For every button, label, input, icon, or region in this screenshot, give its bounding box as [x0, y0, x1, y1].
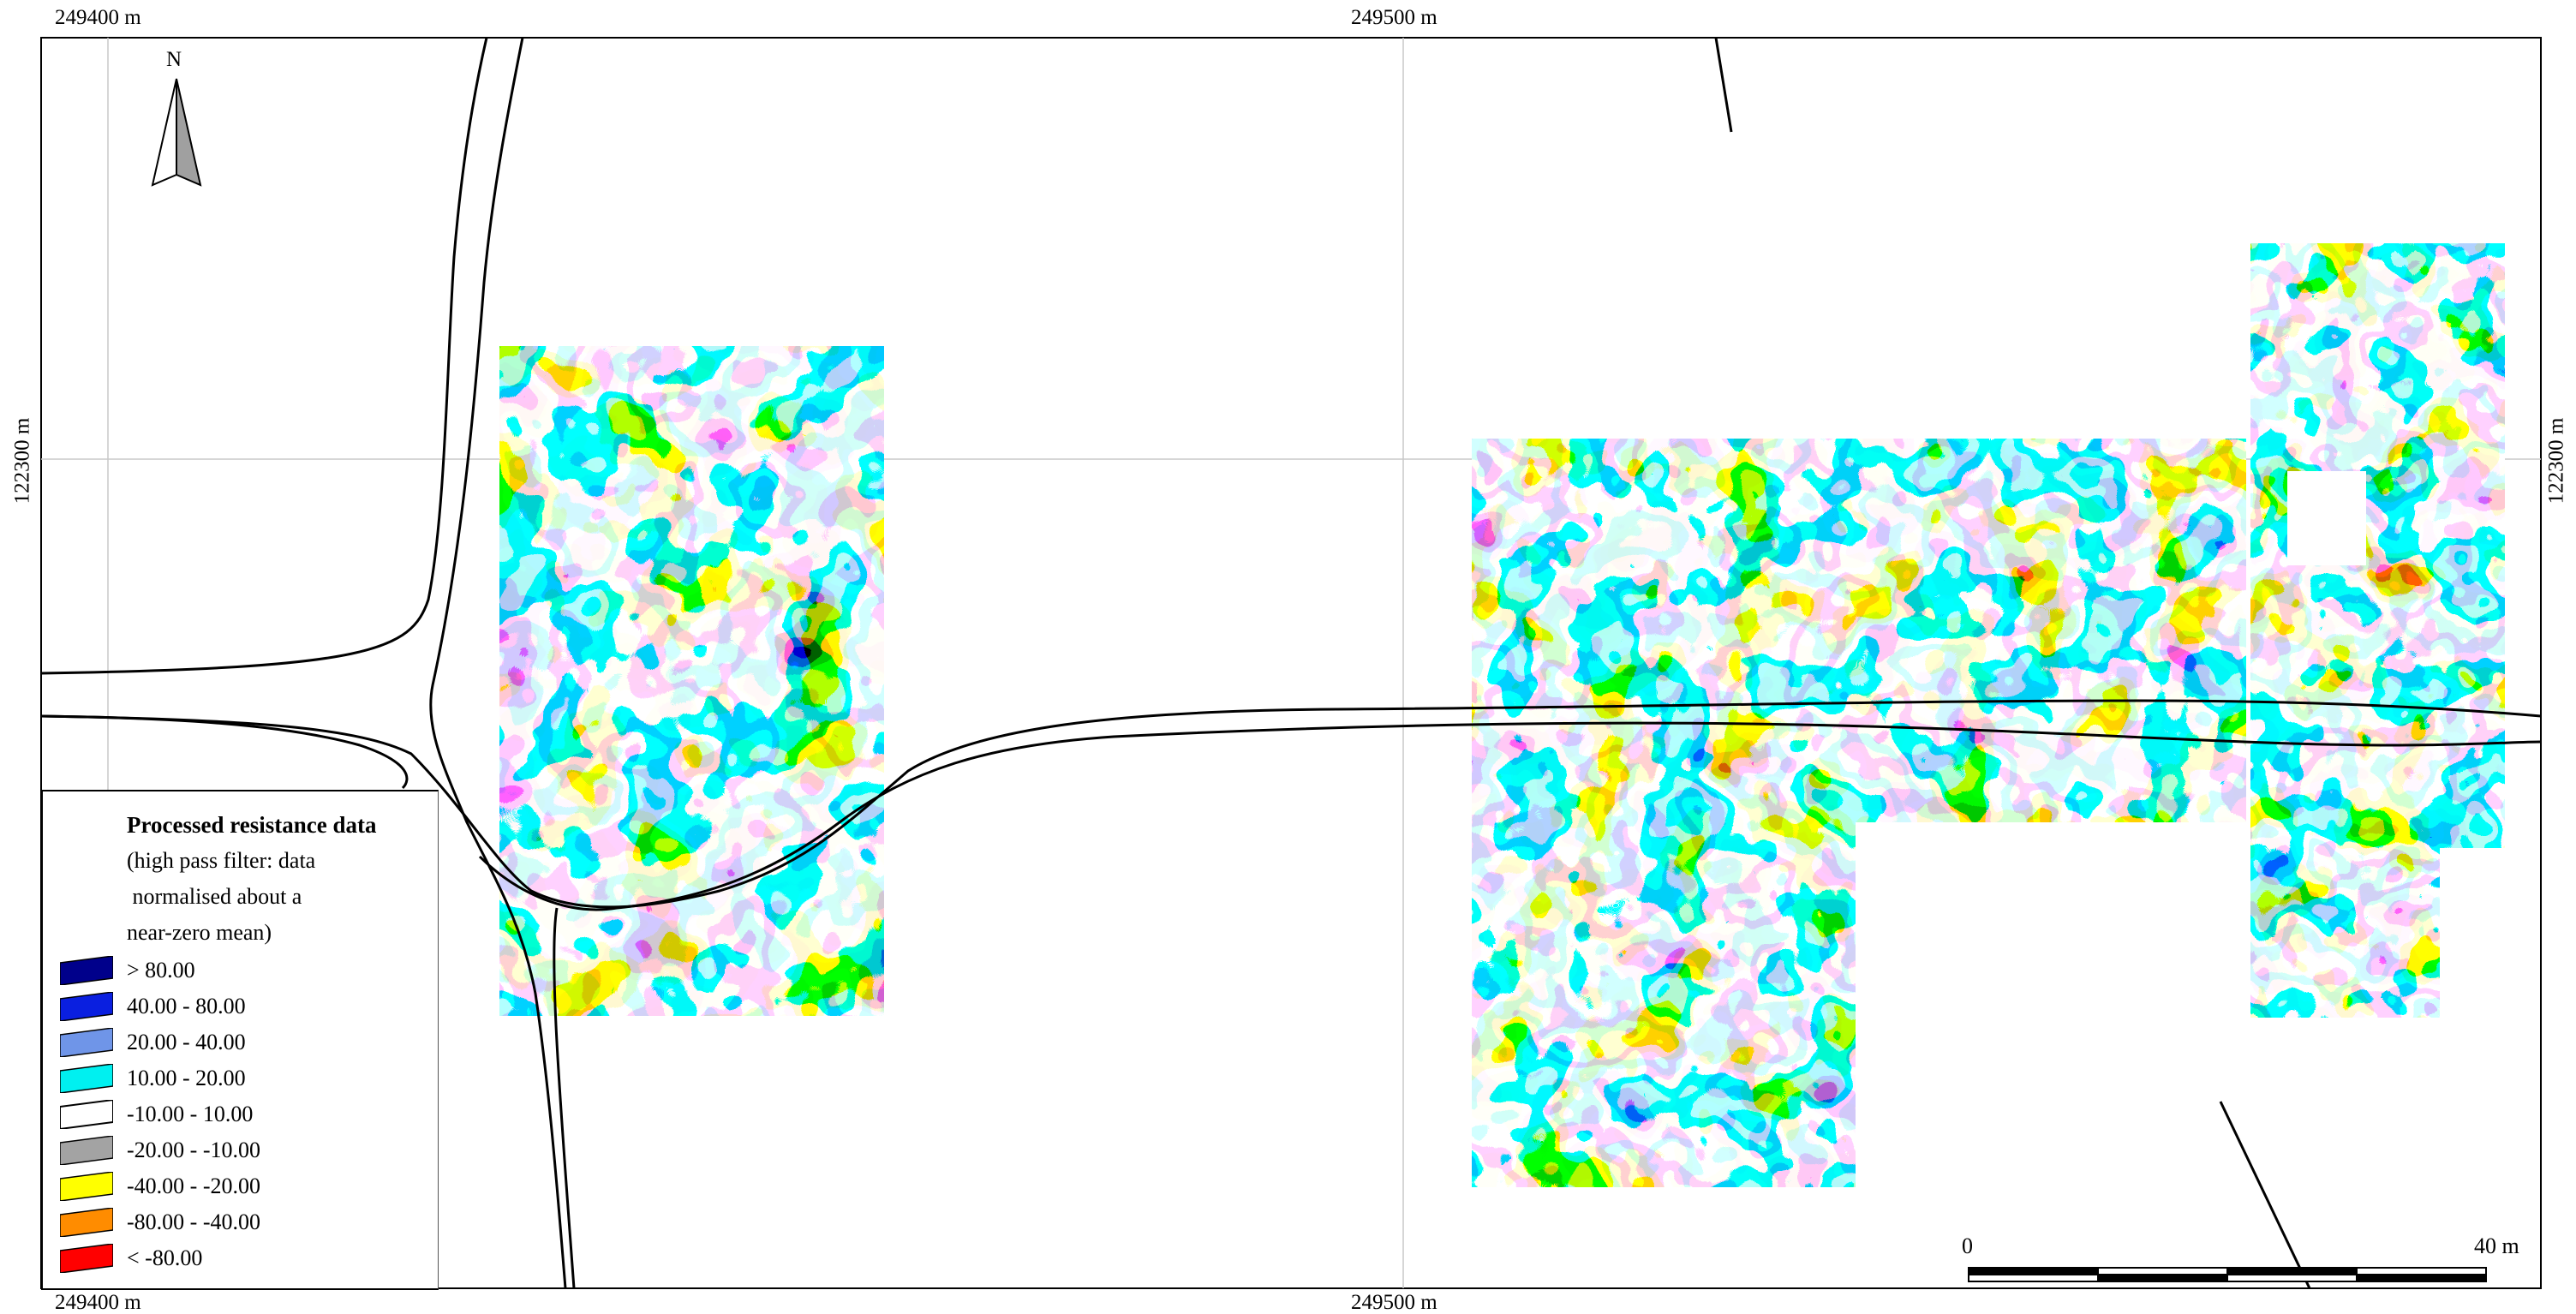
survey-area-central	[1472, 439, 2246, 1187]
legend-label: -20.00 - -10.00	[127, 1138, 260, 1162]
legend-label: < -80.00	[127, 1245, 203, 1270]
legend-swatch	[60, 1100, 113, 1129]
legend-swatch	[60, 1064, 113, 1093]
coord-bottom-left: 249400 m	[55, 1291, 141, 1314]
legend-label: 40.00 - 80.00	[127, 994, 246, 1018]
scale-bar	[1968, 1267, 2487, 1282]
legend-swatch	[60, 956, 113, 985]
legend-label: 20.00 - 40.00	[127, 1030, 246, 1054]
legend-subtitle-line: (high pass filter: data	[127, 848, 316, 873]
road-features	[40, 37, 2542, 1289]
legend-swatch	[60, 1208, 113, 1237]
map-frame	[40, 37, 2542, 1289]
legend: Processed resistance data (high pass fil…	[41, 790, 439, 1290]
scale-end-label: 40 m	[2474, 1233, 2519, 1258]
legend-subtitle-line: near-zero mean)	[127, 920, 272, 945]
legend-swatch	[60, 992, 113, 1021]
legend-label: > 80.00	[127, 958, 195, 983]
legend-label: -40.00 - -20.00	[127, 1174, 260, 1198]
survey-gap	[2287, 471, 2366, 565]
legend-subtitle-line: normalised about a	[127, 884, 302, 909]
legend-swatch	[60, 1136, 113, 1165]
legend-label: -10.00 - 10.00	[127, 1102, 254, 1126]
coord-top-left: 249400 m	[55, 6, 141, 29]
coord-right-mid: 122300 m	[2544, 417, 2568, 505]
coord-top-mid: 249500 m	[1351, 6, 1437, 29]
legend-swatch	[60, 1028, 113, 1057]
coord-left-mid: 122300 m	[10, 417, 34, 505]
coord-bottom-mid: 249500 m	[1351, 1291, 1437, 1314]
scale-start-label: 0	[1962, 1233, 1973, 1258]
north-label: N	[166, 48, 182, 71]
legend-label: -80.00 - -40.00	[127, 1209, 260, 1234]
survey-area-east	[2250, 243, 2505, 1018]
legend-label: 10.00 - 20.00	[127, 1066, 246, 1090]
legend-title: Processed resistance data	[127, 812, 377, 838]
legend-swatch	[60, 1172, 113, 1201]
legend-swatch	[60, 1244, 113, 1273]
north-arrow	[151, 78, 202, 187]
survey-area-west	[499, 346, 884, 1016]
